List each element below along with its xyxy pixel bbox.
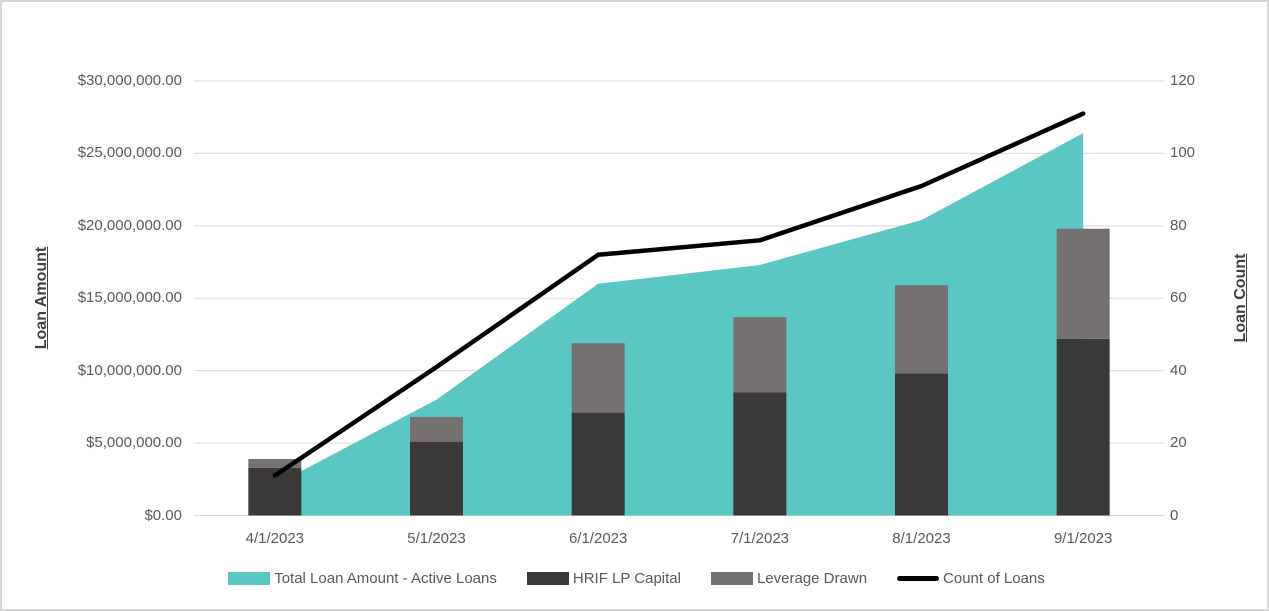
right-axis-tick: 80 — [1170, 216, 1187, 234]
x-axis-label: 4/1/2023 — [245, 530, 305, 547]
right-axis-tick: 20 — [1170, 434, 1187, 452]
legend-item-count-of-loans[interactable]: Count of Loans — [897, 570, 1045, 587]
left-axis-tick: $0.00 — [144, 506, 182, 524]
left-axis-tick: $15,000,000.00 — [77, 289, 182, 307]
bar-leverage-drawn[interactable] — [733, 317, 787, 393]
area-swatch-icon — [228, 572, 271, 585]
right-axis-tick: 60 — [1170, 289, 1187, 307]
area-series-total-loan-amount[interactable] — [274, 133, 1084, 516]
x-axis-label: 9/1/2023 — [1053, 530, 1113, 547]
bar-swatch-icon — [710, 572, 753, 585]
left-axis-tick: $10,000,000.00 — [77, 361, 182, 379]
left-axis-tick: $20,000,000.00 — [77, 216, 182, 234]
bar-leverage-drawn[interactable] — [248, 459, 302, 468]
bar-leverage-drawn[interactable] — [571, 343, 625, 413]
right-axis-tick: 40 — [1170, 361, 1187, 379]
left-axis-tick: $25,000,000.00 — [77, 144, 182, 162]
left-axis-tick: $5,000,000.00 — [86, 434, 182, 452]
legend-item-leverage-drawn[interactable]: Leverage Drawn — [710, 570, 868, 587]
bar-swatch-icon — [526, 572, 569, 585]
legend-item-hrif-lp-capital[interactable]: HRIF LP Capital — [526, 570, 681, 587]
x-axis-label: 7/1/2023 — [730, 530, 790, 547]
bar-hrif-lp-capital[interactable] — [571, 412, 625, 516]
left-axis-title: Loan Amount — [33, 246, 50, 350]
bar-hrif-lp-capital[interactable] — [733, 392, 787, 516]
legend: Total Loan Amount - Active Loans HRIF LP… — [2, 570, 1267, 587]
legend-label: HRIF LP Capital — [572, 570, 681, 587]
right-axis-tick: 0 — [1170, 506, 1179, 524]
legend-label: Count of Loans — [943, 570, 1045, 587]
right-axis-tick: 120 — [1170, 72, 1196, 89]
right-axis-tick: 100 — [1170, 144, 1196, 162]
right-axis-title: Loan Count — [1232, 253, 1249, 343]
x-axis-label: 8/1/2023 — [892, 530, 951, 547]
bar-leverage-drawn[interactable] — [895, 285, 948, 374]
bar-hrif-lp-capital[interactable] — [895, 373, 948, 516]
x-axis-label: 5/1/2023 — [407, 530, 466, 547]
left-axis-tick: $30,000,000.00 — [77, 72, 182, 89]
bar-hrif-lp-capital[interactable] — [410, 441, 463, 516]
x-axis-label: 6/1/2023 — [568, 530, 628, 547]
line-series-count-of-loans[interactable] — [272, 111, 1086, 478]
bar-hrif-lp-capital[interactable] — [1056, 338, 1110, 516]
legend-label: Leverage Drawn — [756, 570, 868, 587]
bar-leverage-drawn[interactable] — [410, 417, 463, 442]
legend-label: Total Loan Amount - Active Loans — [274, 570, 497, 587]
line-swatch-icon — [897, 576, 940, 581]
bar-leverage-drawn[interactable] — [1056, 228, 1110, 339]
legend-item-total-loan-amount[interactable]: Total Loan Amount - Active Loans — [228, 570, 497, 587]
